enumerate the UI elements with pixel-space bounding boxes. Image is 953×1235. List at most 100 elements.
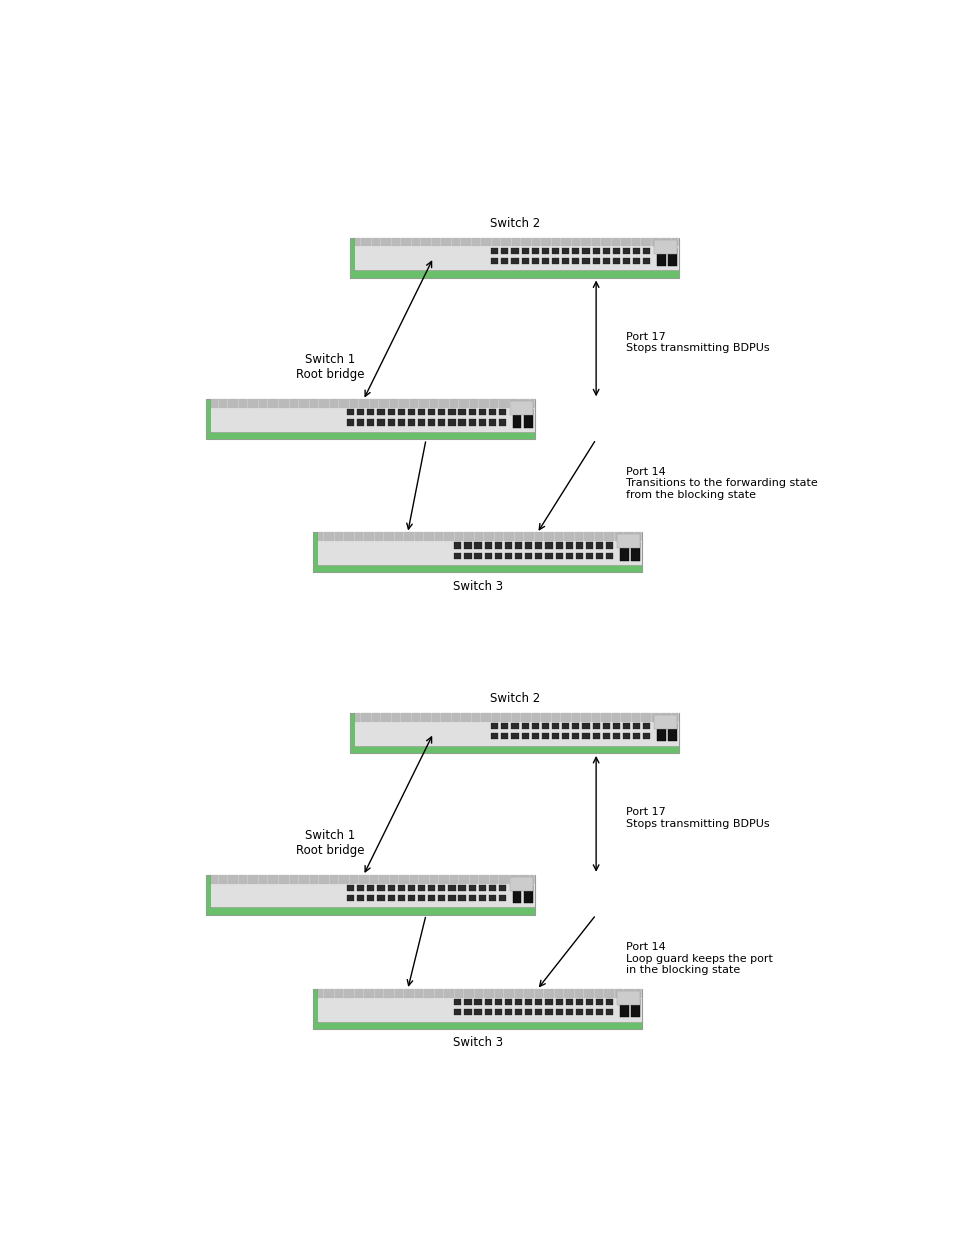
Bar — [356, 895, 364, 902]
Text: Port 17
Stops transmitting BDPUs: Port 17 Stops transmitting BDPUs — [625, 808, 768, 829]
Bar — [512, 409, 521, 427]
Bar — [581, 734, 589, 740]
Bar — [397, 420, 404, 426]
Bar — [313, 1021, 641, 1029]
Bar — [498, 420, 506, 426]
Bar — [355, 237, 679, 246]
Bar — [484, 542, 491, 548]
Bar — [317, 532, 641, 541]
Bar — [474, 542, 481, 548]
Text: Port 17
Stops transmitting BDPUs: Port 17 Stops transmitting BDPUs — [625, 332, 768, 353]
Bar — [552, 734, 558, 740]
Bar — [565, 1009, 573, 1015]
Bar — [524, 542, 532, 548]
Bar — [454, 1009, 461, 1015]
Bar — [458, 420, 465, 426]
Bar — [561, 734, 569, 740]
Bar — [347, 884, 354, 890]
Bar — [622, 258, 630, 264]
Bar — [633, 247, 639, 253]
Bar — [592, 722, 599, 729]
Bar — [642, 722, 650, 729]
Bar — [448, 895, 456, 902]
Bar — [211, 399, 535, 408]
Bar — [488, 420, 496, 426]
Bar — [572, 247, 578, 253]
Bar — [317, 989, 641, 998]
Bar — [545, 999, 552, 1005]
Bar — [633, 734, 639, 740]
Bar — [535, 552, 542, 558]
Bar — [576, 999, 582, 1005]
Bar — [511, 734, 518, 740]
Bar — [619, 542, 628, 561]
Bar — [387, 409, 395, 415]
Bar — [605, 1009, 613, 1015]
Bar — [313, 566, 641, 572]
Bar — [511, 247, 518, 253]
Bar — [541, 247, 548, 253]
Bar — [605, 542, 613, 548]
Bar — [602, 247, 609, 253]
Bar — [657, 722, 665, 741]
Bar — [350, 713, 355, 753]
Bar — [478, 884, 485, 890]
Text: Switch 3: Switch 3 — [453, 580, 502, 593]
Text: Switch 1
Root bridge: Switch 1 Root bridge — [295, 353, 364, 382]
Bar — [612, 258, 619, 264]
Bar — [350, 746, 679, 753]
Bar — [437, 409, 445, 415]
Bar — [367, 409, 374, 415]
Bar — [524, 999, 532, 1005]
Bar — [596, 1009, 602, 1015]
Bar — [377, 895, 384, 902]
Bar — [211, 883, 535, 908]
Bar — [377, 420, 384, 426]
Bar — [428, 409, 435, 415]
Bar — [642, 247, 650, 253]
Bar — [572, 258, 578, 264]
Bar — [474, 1009, 481, 1015]
Bar — [504, 1009, 512, 1015]
Bar — [657, 247, 665, 266]
Bar — [596, 552, 602, 558]
Bar — [555, 1009, 562, 1015]
Bar — [428, 884, 435, 890]
Bar — [495, 542, 501, 548]
Bar — [612, 722, 619, 729]
Text: Port 14
Loop guard keeps the port
in the blocking state: Port 14 Loop guard keeps the port in the… — [625, 942, 772, 976]
Bar — [565, 999, 573, 1005]
Bar — [617, 990, 639, 1005]
Bar — [206, 399, 535, 440]
Bar — [367, 884, 374, 890]
Bar — [576, 542, 582, 548]
Bar — [576, 552, 582, 558]
Bar — [500, 258, 508, 264]
Bar — [642, 258, 650, 264]
Bar — [347, 420, 354, 426]
Bar — [509, 401, 533, 415]
Bar — [622, 722, 630, 729]
Bar — [454, 552, 461, 558]
Bar — [667, 247, 676, 266]
Bar — [317, 541, 641, 566]
Bar — [367, 895, 374, 902]
Bar — [602, 258, 609, 264]
Bar — [545, 542, 552, 548]
Bar — [397, 895, 404, 902]
Bar — [515, 552, 521, 558]
Bar — [495, 1009, 501, 1015]
Bar — [464, 552, 471, 558]
Bar — [464, 999, 471, 1005]
Bar — [642, 734, 650, 740]
Bar — [407, 884, 415, 890]
Bar — [552, 722, 558, 729]
Bar — [397, 884, 404, 890]
Bar — [592, 734, 599, 740]
Bar — [313, 989, 641, 1029]
Bar — [576, 1009, 582, 1015]
Bar — [313, 532, 317, 572]
Bar — [454, 999, 461, 1005]
Text: Switch 2: Switch 2 — [489, 693, 539, 705]
Bar — [531, 734, 538, 740]
